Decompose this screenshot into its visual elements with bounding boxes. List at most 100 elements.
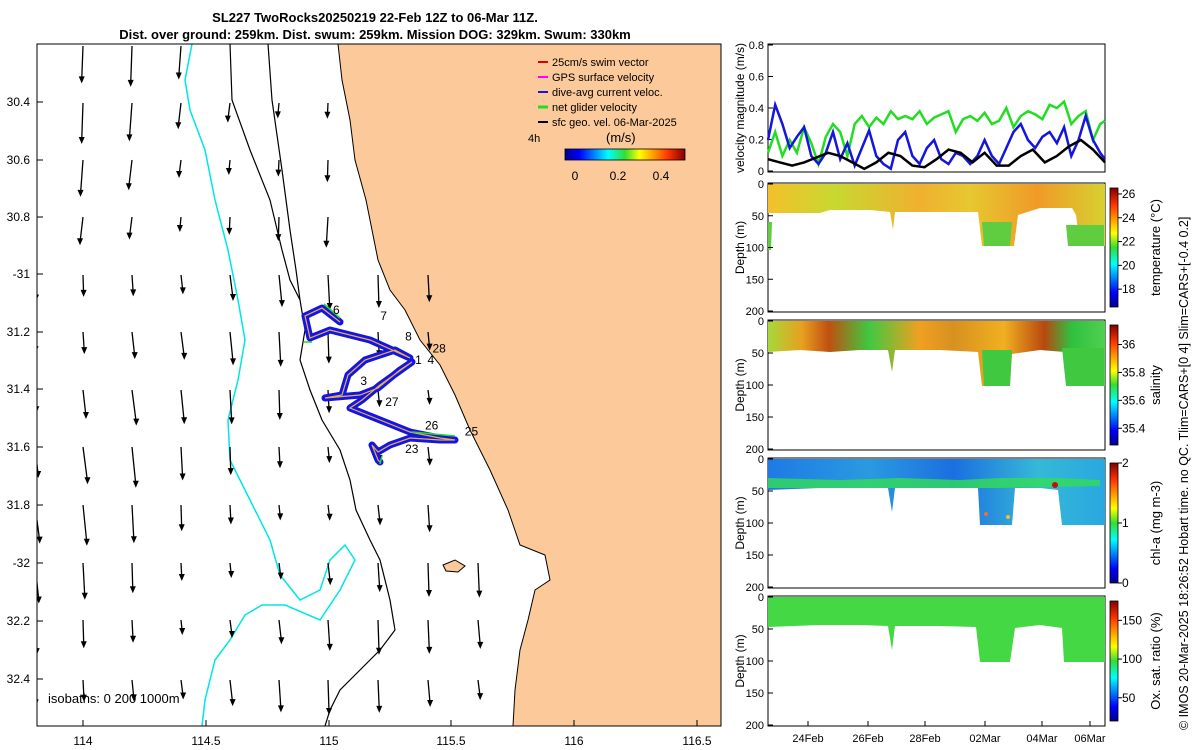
current-arrow — [130, 504, 137, 544]
current-arrow — [324, 102, 331, 119]
current-arrow — [175, 45, 182, 80]
current-arrow — [326, 504, 333, 521]
legend: 25cm/s swim vector GPS surface velocity di… — [538, 57, 677, 129]
current-arrow — [323, 216, 330, 248]
current-arrow — [180, 679, 187, 700]
heatmap-colorbar — [1109, 600, 1119, 722]
speed-colorbar-ticks: 0 0.2 0.4 — [572, 169, 670, 183]
track-green-edge — [304, 303, 456, 465]
isobath-note: isobaths: 0 200 1000m — [48, 691, 180, 706]
velocity-series — [766, 99, 1106, 171]
isobath-1000 — [267, 44, 301, 301]
current-arrow — [375, 274, 382, 308]
current-arrow — [324, 159, 331, 183]
current-arrow — [277, 504, 284, 521]
ytick-label: 0 — [758, 316, 764, 328]
track-label: 8 — [405, 330, 412, 344]
xtick-label: 02Mar — [969, 733, 1001, 745]
current-arrow — [31, 103, 37, 142]
current-arrow — [426, 446, 433, 466]
current-arrow — [81, 331, 88, 355]
y-axis-label: Depth (m) — [733, 221, 747, 274]
current-arrow — [227, 504, 234, 525]
map-xtick-label: 115 — [319, 734, 338, 748]
ytick-label: 0 — [758, 454, 764, 466]
ytick-label: 100 — [746, 380, 764, 392]
current-arrow — [180, 331, 188, 360]
current-arrow — [326, 619, 333, 651]
current-arrow — [180, 389, 188, 425]
current-arrow — [129, 562, 136, 594]
glider-track — [301, 303, 459, 466]
ytick-label: 200 — [746, 720, 764, 732]
legend-item: GPS surface velocity — [538, 72, 655, 84]
oxygen-panel — [767, 595, 1106, 727]
colorbar-tick-label: 100 — [1122, 652, 1142, 666]
current-arrow — [277, 562, 284, 580]
colorbar-tick-label: 1 — [1122, 516, 1129, 530]
colorbar-tick-label: 26 — [1122, 187, 1136, 201]
current-arrow — [78, 102, 85, 144]
xtick-label: 26Feb — [852, 733, 883, 745]
current-arrow — [30, 217, 36, 252]
current-arrow — [179, 619, 186, 635]
current-arrow — [82, 504, 90, 546]
heatmap-colorbar — [1109, 324, 1119, 446]
track-label: 3 — [360, 374, 367, 388]
track-label: 25 — [465, 424, 479, 438]
ytick-label: 50 — [752, 486, 764, 498]
current-arrow — [229, 331, 237, 366]
current-arrow — [426, 274, 433, 303]
map-ytick-label: 32.2 — [7, 614, 31, 628]
current-arrow — [325, 331, 332, 364]
map-frame — [36, 43, 722, 727]
current-arrow — [130, 679, 137, 702]
chla-high-marker — [984, 512, 988, 516]
colorbar-label: chl-a (mg m-3) — [1148, 481, 1163, 566]
xtick-label: 04Mar — [1026, 733, 1058, 745]
current-arrow — [37, 458, 42, 478]
colorbar-tick-label: 22 — [1122, 235, 1136, 249]
current-arrow — [326, 679, 333, 715]
ytick-label: 0 — [758, 166, 764, 178]
track-label: 27 — [385, 395, 399, 409]
time-marker: 4h — [528, 133, 540, 145]
chart-subtitle: Dist. over ground: 259km. Dist. swum: 25… — [119, 27, 631, 42]
legend-label: 25cm/s swim vector — [552, 57, 649, 69]
current-arrow — [178, 562, 185, 581]
current-arrow — [131, 446, 139, 488]
current-arrow — [229, 679, 236, 707]
ytick-label: 0.6 — [749, 72, 764, 84]
track-label: 1 — [415, 353, 422, 367]
legend-label: net glider velocity — [552, 102, 637, 114]
current-arrow — [224, 102, 231, 123]
heatmap-colorbar — [1109, 187, 1119, 308]
current-arrow — [277, 331, 284, 367]
current-arrow — [277, 679, 284, 713]
ytick-label: 150 — [746, 688, 764, 700]
legend-item: 25cm/s swim vector — [538, 57, 649, 69]
colorbar-tick-label: 2 — [1122, 456, 1129, 470]
speed-colorbar — [564, 148, 686, 161]
current-arrow — [226, 216, 233, 235]
map-ytick-label: 30.8 — [7, 210, 31, 224]
current-arrow — [477, 679, 484, 701]
ytick-label: 0 — [758, 592, 764, 604]
heatmap-colorbar — [1109, 462, 1119, 584]
current-arrow — [80, 679, 87, 702]
current-arrow — [81, 562, 88, 600]
current-arrow — [274, 102, 281, 119]
legend-label: sfc geo. vel. 06-Mar-2025 — [552, 117, 677, 129]
current-arrow — [326, 274, 333, 310]
current-arrow — [37, 576, 42, 604]
colorbar-label: Ox. sat. ratio (%) — [1148, 612, 1163, 710]
salinity-field — [768, 321, 1105, 386]
chla-panel — [767, 457, 1106, 589]
track-label: 23 — [405, 442, 419, 456]
current-arrow — [80, 274, 87, 297]
colorbar-tick-label: 24 — [1122, 211, 1136, 225]
current-arrow — [80, 619, 87, 649]
current-arrow — [376, 389, 383, 408]
